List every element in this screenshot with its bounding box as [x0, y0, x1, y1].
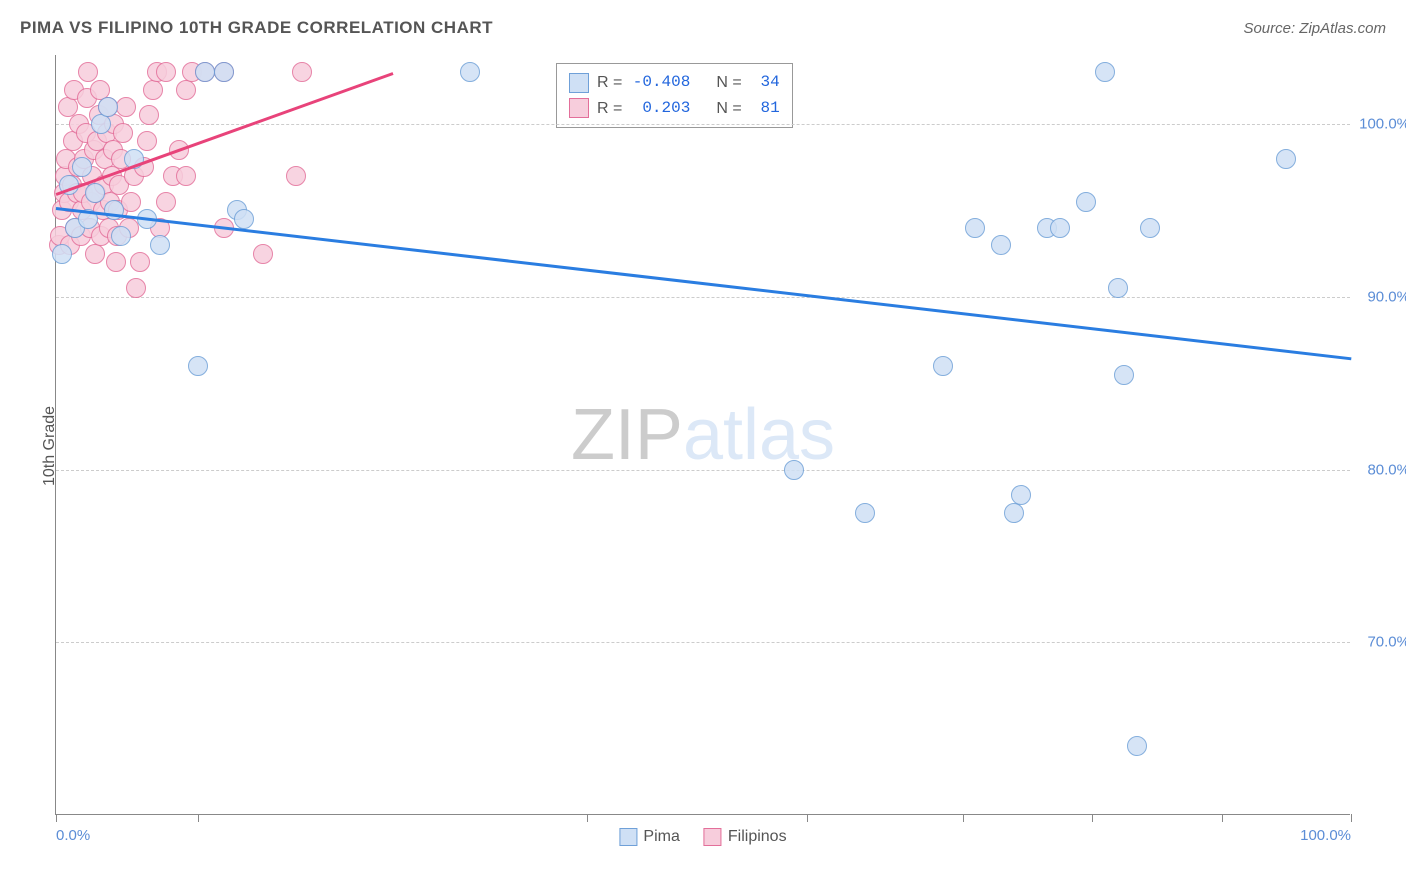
legend-swatch [704, 828, 722, 846]
scatter-point [1011, 485, 1031, 505]
scatter-point [965, 218, 985, 238]
scatter-point [1050, 218, 1070, 238]
chart-title: PIMA VS FILIPINO 10TH GRADE CORRELATION … [20, 18, 493, 38]
scatter-point [98, 97, 118, 117]
scatter-plot-area: ZIPatlas R =-0.408N =34R = 0.203N =81 Pi… [55, 55, 1350, 815]
scatter-point [130, 252, 150, 272]
scatter-point [85, 244, 105, 264]
gridline-h [56, 642, 1350, 643]
series-legend-item: Pima [619, 828, 679, 846]
scatter-point [286, 166, 306, 186]
scatter-point [52, 244, 72, 264]
gridline-h [56, 470, 1350, 471]
scatter-point [156, 192, 176, 212]
y-tick-label: 90.0% [1355, 288, 1406, 305]
scatter-point [991, 235, 1011, 255]
scatter-point [126, 278, 146, 298]
scatter-point [1276, 149, 1296, 169]
x-tick [1092, 814, 1093, 822]
scatter-point [139, 105, 159, 125]
chart-source: Source: ZipAtlas.com [1243, 20, 1386, 37]
scatter-point [1076, 192, 1096, 212]
scatter-point [116, 97, 136, 117]
scatter-point [855, 503, 875, 523]
scatter-point [214, 62, 234, 82]
legend-swatch [619, 828, 637, 846]
legend-swatch [569, 73, 589, 93]
scatter-point [91, 114, 111, 134]
legend-r-value: -0.408 [630, 70, 690, 96]
x-tick [587, 814, 588, 822]
chart-header: PIMA VS FILIPINO 10TH GRADE CORRELATION … [20, 18, 1386, 38]
legend-n-value: 34 [750, 70, 780, 96]
legend-n-label: N = [716, 70, 741, 96]
scatter-point [1004, 503, 1024, 523]
scatter-point [1114, 365, 1134, 385]
x-tick [198, 814, 199, 822]
legend-r-label: R = [597, 96, 622, 122]
scatter-point [85, 183, 105, 203]
x-tick [807, 814, 808, 822]
scatter-point [253, 244, 273, 264]
x-tick [1222, 814, 1223, 822]
scatter-point [1140, 218, 1160, 238]
scatter-point [292, 62, 312, 82]
scatter-point [1095, 62, 1115, 82]
scatter-point [176, 80, 196, 100]
correlation-legend: R = -0.408 N = 34 R = 0.203 N = 81 [556, 63, 793, 128]
legend-n-label: N = [716, 96, 741, 122]
x-tick [1351, 814, 1352, 822]
scatter-point [156, 62, 176, 82]
series-legend-item: Filipinos [704, 828, 787, 846]
scatter-point [137, 131, 157, 151]
x-tick-label: 100.0% [1300, 827, 1351, 844]
scatter-point [460, 62, 480, 82]
scatter-point [143, 80, 163, 100]
scatter-point [176, 166, 196, 186]
y-tick-label: 80.0% [1355, 461, 1406, 478]
gridline-h [56, 297, 1350, 298]
legend-n-value: 81 [750, 96, 780, 122]
watermark-zip: ZIP [571, 395, 683, 475]
scatter-point [784, 460, 804, 480]
scatter-point [195, 62, 215, 82]
scatter-point [106, 252, 126, 272]
scatter-point [188, 356, 208, 376]
series-legend: Pima Filipinos [619, 828, 786, 846]
x-tick [56, 814, 57, 822]
legend-row: R = 0.203 N = 81 [569, 96, 780, 122]
x-tick-label: 0.0% [56, 827, 90, 844]
legend-r-value: 0.203 [630, 96, 690, 122]
series-legend-label: Filipinos [728, 828, 787, 846]
scatter-point [150, 235, 170, 255]
scatter-point [1108, 278, 1128, 298]
y-tick-label: 100.0% [1355, 116, 1406, 133]
scatter-point [933, 356, 953, 376]
y-tick-label: 70.0% [1355, 634, 1406, 651]
scatter-point [104, 200, 124, 220]
scatter-point [72, 157, 92, 177]
x-tick [963, 814, 964, 822]
legend-swatch [569, 98, 589, 118]
scatter-point [113, 123, 133, 143]
series-legend-label: Pima [643, 828, 679, 846]
scatter-point [111, 226, 131, 246]
scatter-point [234, 209, 254, 229]
scatter-point [1127, 736, 1147, 756]
legend-r-label: R = [597, 70, 622, 96]
legend-row: R = -0.408 N = 34 [569, 70, 780, 96]
watermark-atlas: atlas [683, 395, 835, 475]
